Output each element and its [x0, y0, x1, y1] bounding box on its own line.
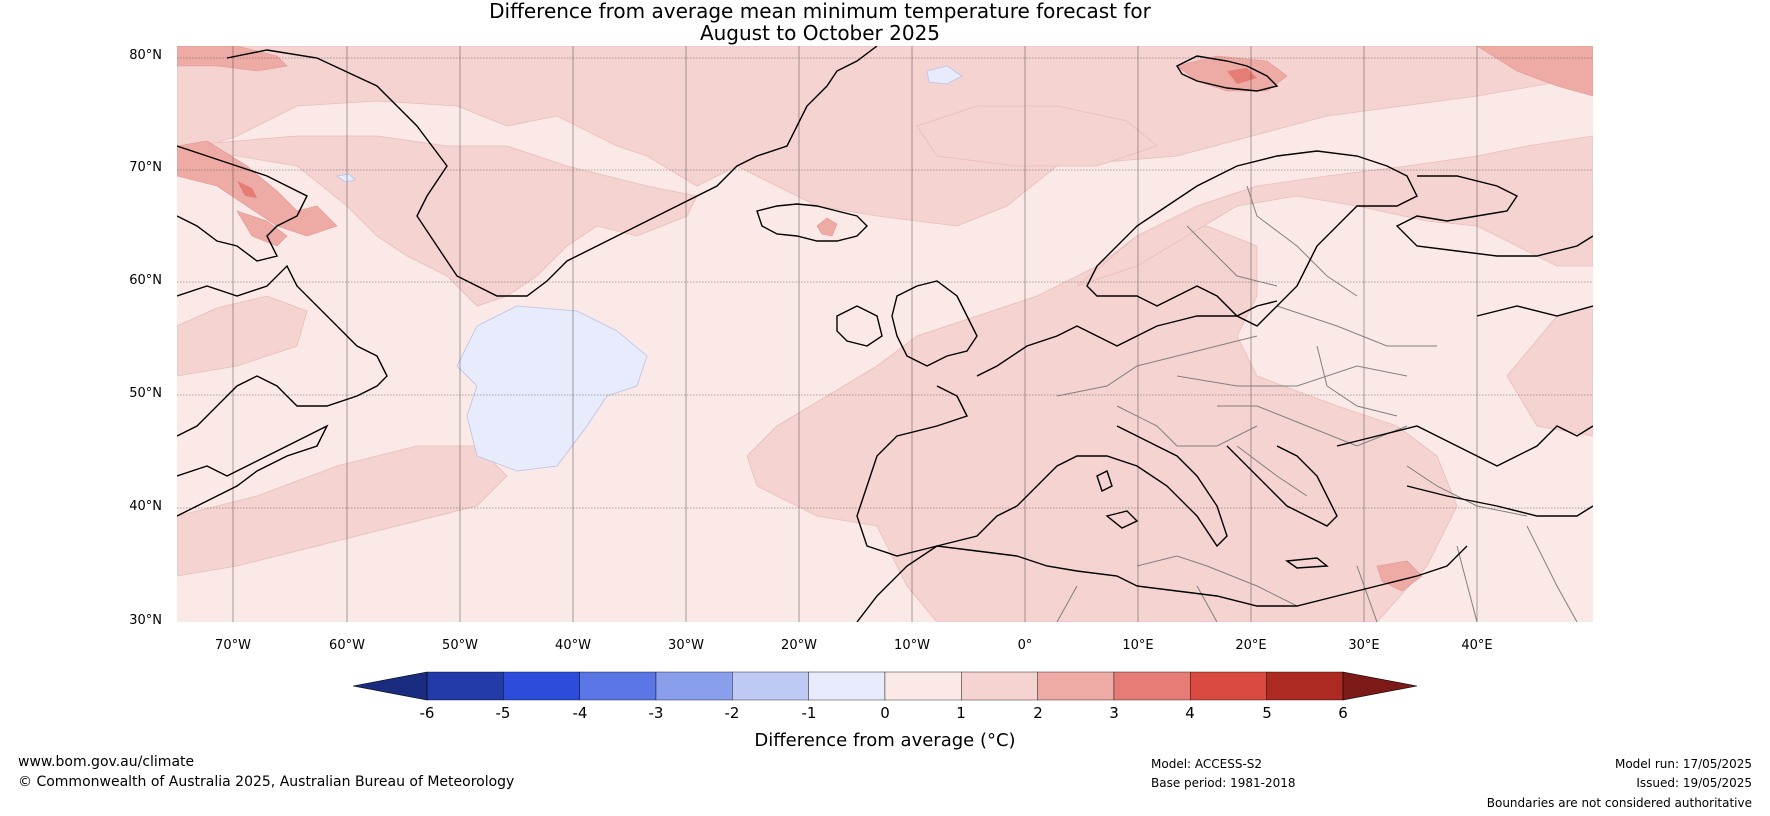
- forecast-map: [177, 46, 1593, 622]
- colorbar-label: Difference from average (°C): [754, 730, 1016, 751]
- colorbar-cell: [808, 671, 886, 701]
- colorbar-cell: [503, 671, 580, 701]
- colorbar-tick-6: 6: [1338, 704, 1348, 722]
- colorbar-cell: [426, 671, 504, 701]
- lon-label-60w: 60°W: [329, 638, 365, 653]
- colorbar-over-arrow: [1342, 671, 1418, 701]
- lat-label-60n: 60°N: [129, 273, 162, 288]
- colorbar-tick-5: 5: [1262, 704, 1272, 722]
- footer-disclaimer: Boundaries are not considered authoritat…: [1486, 796, 1752, 810]
- footer-issued: Issued: 19/05/2025: [1636, 776, 1752, 790]
- lon-label-10w: 10°W: [894, 638, 930, 653]
- lon-label-70w: 70°W: [215, 638, 251, 653]
- lat-label-70n: 70°N: [129, 160, 162, 175]
- colorbar-tick-m3: -3: [648, 704, 664, 722]
- colorbar-cell: [1190, 671, 1267, 701]
- colorbar-tick-4: 4: [1185, 704, 1195, 722]
- colorbar-under-arrow: [352, 671, 428, 701]
- lon-label-20e: 20°E: [1235, 638, 1267, 653]
- anomaly-field-3-4: [237, 68, 1257, 198]
- colorbar-tick-3: 3: [1109, 704, 1119, 722]
- colorbar-cell: [1113, 671, 1191, 701]
- colorbar-cell: [579, 671, 657, 701]
- map-title-line2: August to October 2025: [699, 21, 941, 45]
- colorbar-tick-1: 1: [956, 704, 966, 722]
- colorbar-tick-m2: -2: [724, 704, 740, 722]
- lon-label-10e: 10°E: [1122, 638, 1154, 653]
- lon-label-40w: 40°W: [555, 638, 591, 653]
- lat-label-50n: 50°N: [129, 386, 162, 401]
- colorbar-tick-0: 0: [880, 704, 890, 722]
- map-title-line1: Difference from average mean minimum tem…: [489, 0, 1151, 23]
- colorbar-cell: [961, 671, 1038, 701]
- colorbar-cell: [732, 671, 809, 701]
- footer-model-run: Model run: 17/05/2025: [1614, 757, 1752, 771]
- lon-label-40e: 40°E: [1461, 638, 1493, 653]
- footer-base-period: Base period: 1981-2018: [1151, 776, 1296, 790]
- lon-label-0: 0°: [1017, 638, 1033, 653]
- graticule: [177, 57, 1593, 509]
- footer-copyright: © Commonwealth of Australia 2025, Austra…: [18, 774, 515, 790]
- lon-label-30w: 30°W: [668, 638, 704, 653]
- lat-label-80n: 80°N: [129, 48, 162, 63]
- anomaly-field-2-3: [177, 46, 1593, 592]
- colorbar-tick-m6: -6: [419, 704, 435, 722]
- footer-model: Model: ACCESS-S2: [1151, 757, 1263, 771]
- colorbar-tick-m5: -5: [495, 704, 511, 722]
- colorbar: [352, 671, 1418, 701]
- lat-label-30n: 30°N: [129, 613, 162, 628]
- footer-website: www.bom.gov.au/climate: [18, 754, 195, 770]
- lon-label-20w: 20°W: [781, 638, 817, 653]
- colorbar-tick-m4: -4: [572, 704, 588, 722]
- colorbar-cell: [884, 671, 962, 701]
- country-borders: [1056, 185, 1578, 622]
- meridians: [232, 46, 1478, 622]
- lat-label-40n: 40°N: [129, 499, 162, 514]
- colorbar-tick-2: 2: [1033, 704, 1043, 722]
- forecast-map-svg: [177, 46, 1593, 622]
- lon-label-30e: 30°E: [1348, 638, 1380, 653]
- coastlines: [177, 46, 1593, 622]
- anomaly-field-0-m1: [336, 65, 963, 472]
- colorbar-cells: [426, 671, 1344, 701]
- lon-label-50w: 50°W: [442, 638, 478, 653]
- colorbar-cell: [1266, 671, 1344, 701]
- colorbar-tick-m1: -1: [801, 704, 817, 722]
- colorbar-cell: [1037, 671, 1115, 701]
- colorbar-cell: [655, 671, 733, 701]
